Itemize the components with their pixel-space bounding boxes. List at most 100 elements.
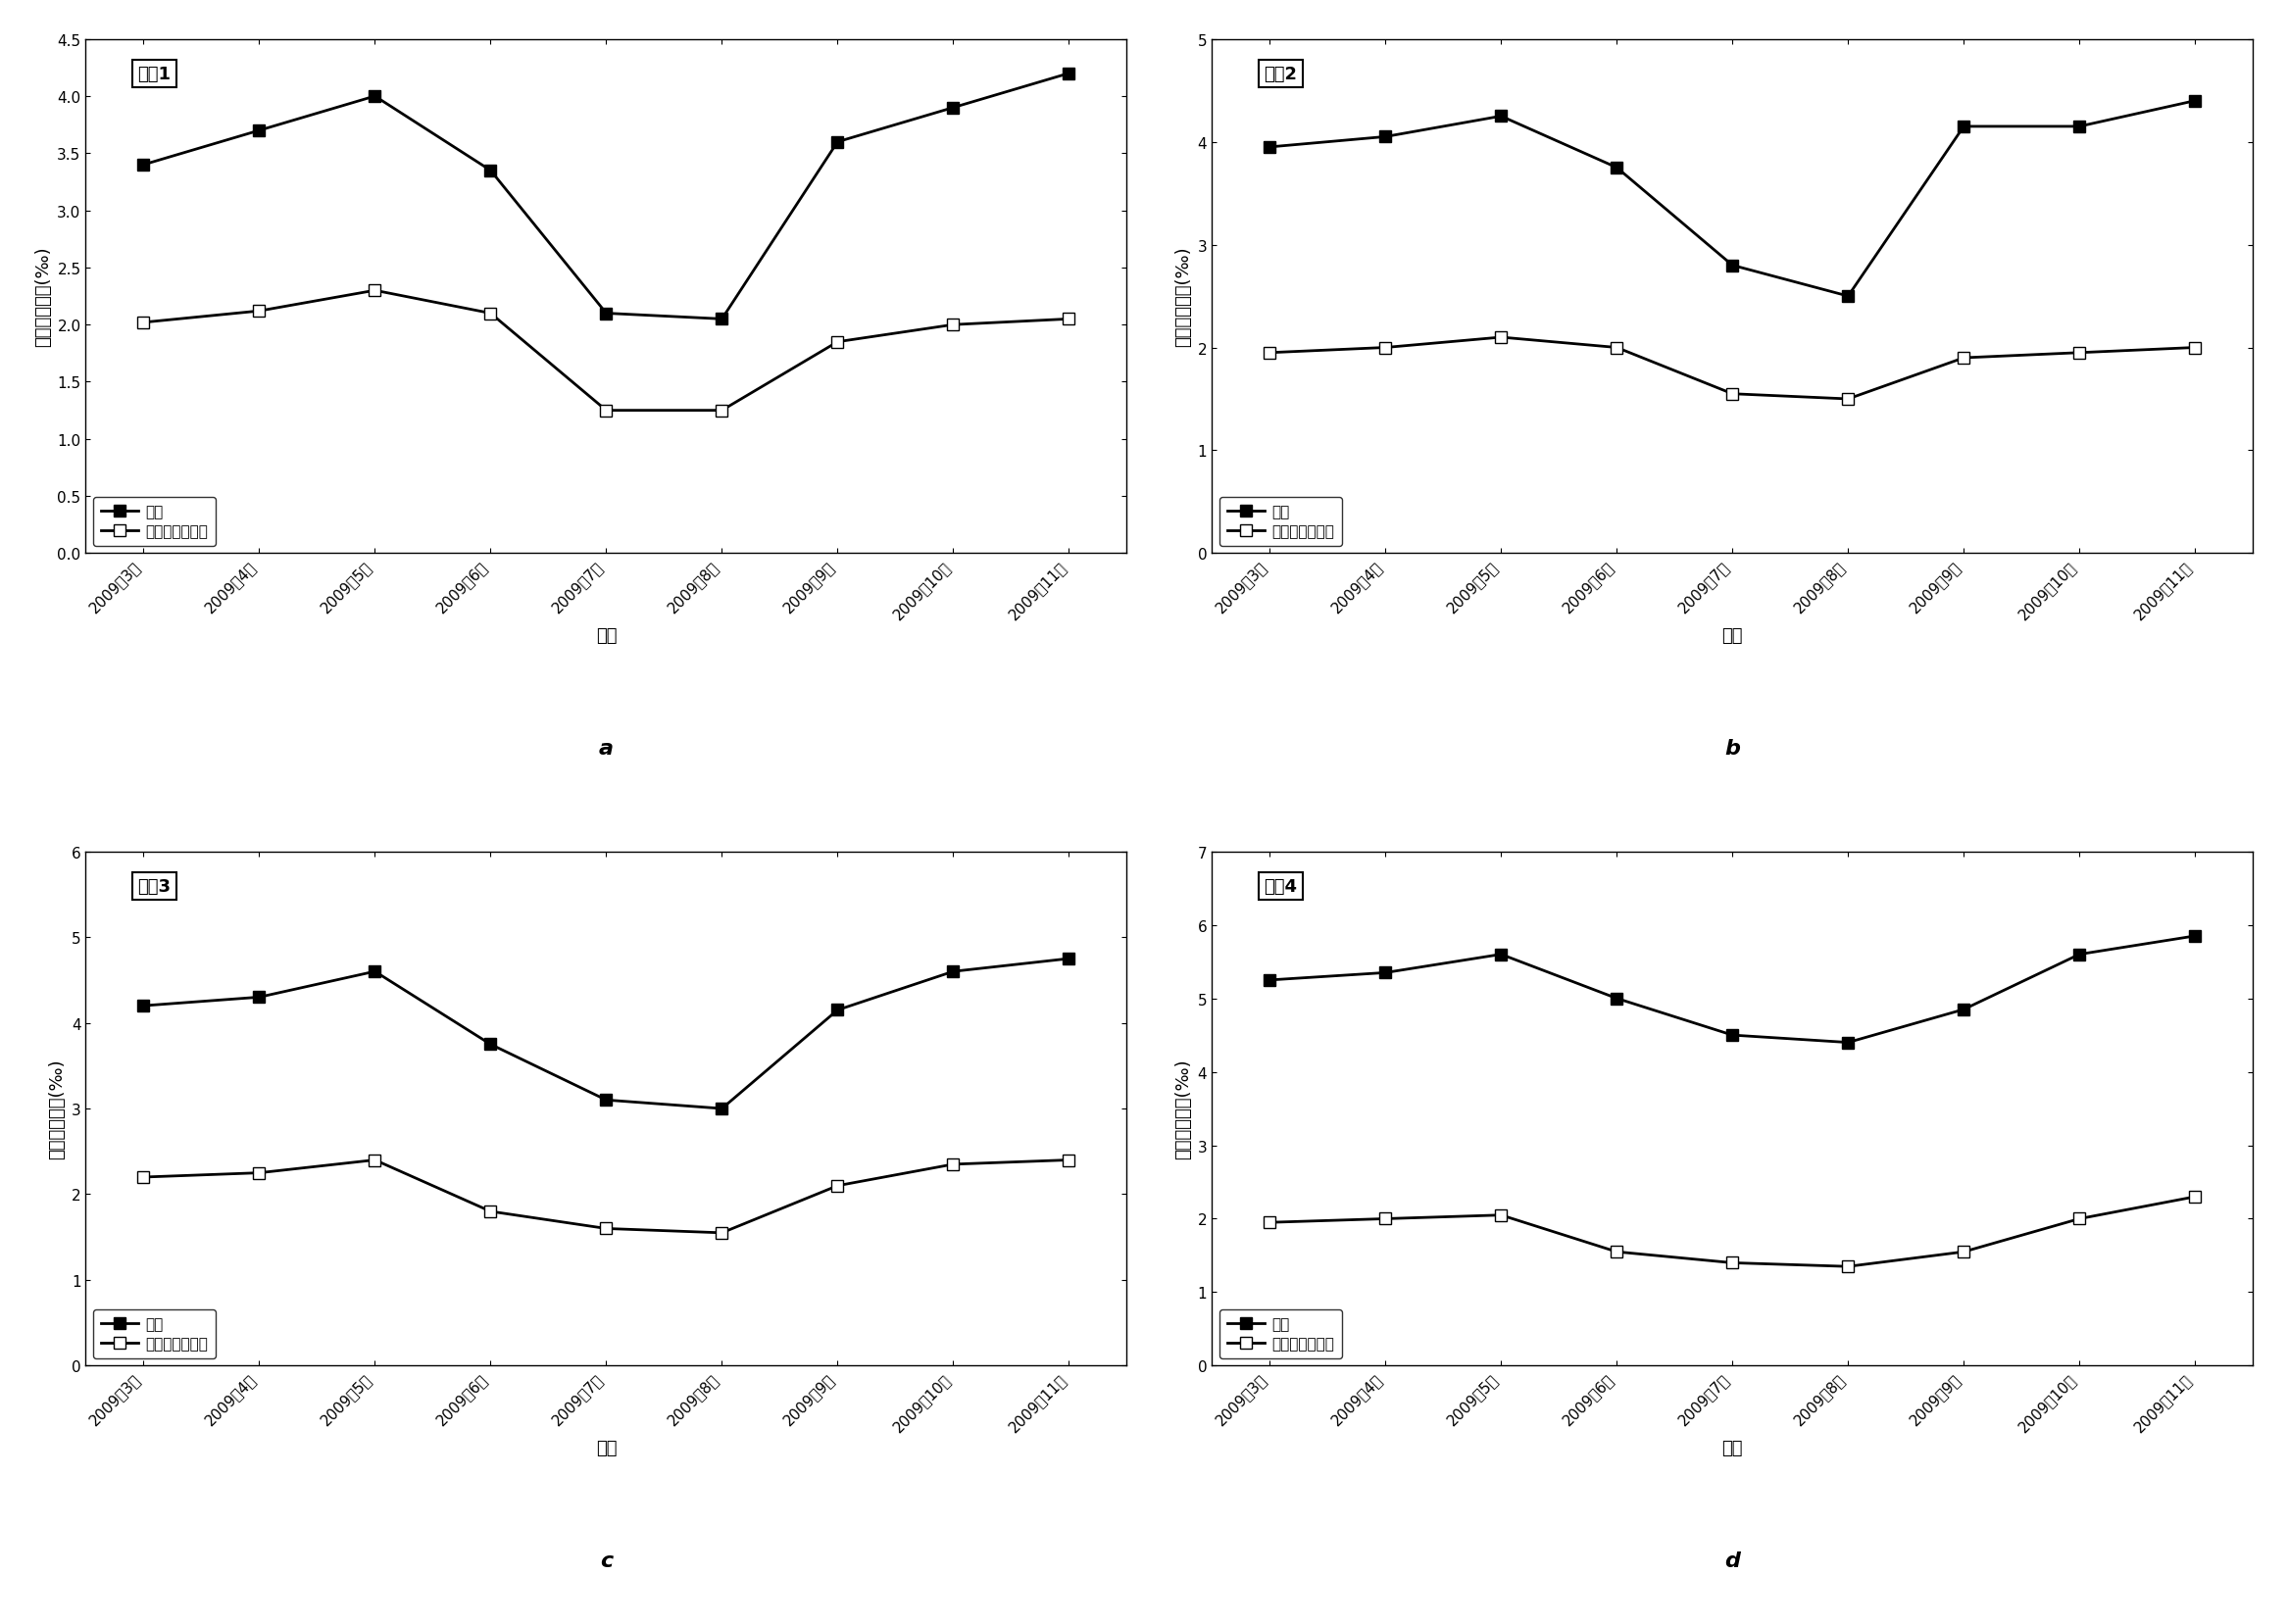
Text: 重复4: 重复4 bbox=[1265, 877, 1297, 895]
对照 bbox=[130, 996, 158, 1015]
对照 bbox=[1487, 107, 1514, 127]
对照 bbox=[592, 304, 620, 323]
对照 bbox=[1603, 159, 1631, 179]
利用本发明技术 bbox=[1720, 385, 1747, 404]
利用本发明技术 bbox=[592, 401, 620, 421]
Y-axis label: 土壤盐分含量(‰): 土壤盐分含量(‰) bbox=[1176, 1059, 1192, 1160]
Line: 对照: 对照 bbox=[137, 953, 1075, 1116]
对照 bbox=[245, 987, 272, 1007]
利用本发明技术 bbox=[1487, 1205, 1514, 1224]
对照 bbox=[823, 133, 851, 153]
对照 bbox=[2065, 117, 2093, 136]
对照 bbox=[940, 961, 967, 981]
对照 bbox=[1603, 989, 1631, 1009]
X-axis label: 日期: 日期 bbox=[595, 627, 617, 645]
Text: c: c bbox=[599, 1551, 613, 1570]
利用本发明技术 bbox=[1256, 344, 1283, 364]
Legend: 对照, 利用本发明技术: 对照, 利用本发明技术 bbox=[1219, 497, 1342, 546]
Line: 利用本发明技术: 利用本发明技术 bbox=[1262, 1190, 2202, 1273]
利用本发明技术 bbox=[361, 281, 389, 300]
Text: b: b bbox=[1724, 739, 1740, 758]
Text: 重复1: 重复1 bbox=[137, 65, 172, 83]
对照 bbox=[476, 161, 503, 180]
利用本发明技术 bbox=[823, 333, 851, 352]
对照 bbox=[1054, 948, 1082, 968]
Text: d: d bbox=[1724, 1551, 1740, 1570]
对照 bbox=[1834, 1033, 1862, 1052]
利用本发明技术 bbox=[940, 1155, 967, 1174]
对照 bbox=[823, 1000, 851, 1020]
利用本发明技术 bbox=[130, 1168, 158, 1187]
Text: a: a bbox=[599, 739, 613, 758]
利用本发明技术 bbox=[476, 1202, 503, 1221]
Y-axis label: 土壤盐分含量(‰): 土壤盐分含量(‰) bbox=[48, 1059, 66, 1160]
Line: 利用本发明技术: 利用本发明技术 bbox=[137, 1155, 1075, 1239]
对照 bbox=[2065, 945, 2093, 965]
对照 bbox=[1951, 1000, 1978, 1020]
利用本发明技术 bbox=[1951, 349, 1978, 369]
对照 bbox=[1372, 963, 1400, 983]
Legend: 对照, 利用本发明技术: 对照, 利用本发明技术 bbox=[1219, 1309, 1342, 1358]
利用本发明技术 bbox=[1054, 1150, 1082, 1169]
对照 bbox=[1372, 128, 1400, 148]
对照 bbox=[245, 122, 272, 141]
利用本发明技术 bbox=[2065, 1210, 2093, 1229]
利用本发明技术 bbox=[823, 1176, 851, 1195]
Line: 利用本发明技术: 利用本发明技术 bbox=[137, 284, 1075, 417]
利用本发明技术 bbox=[1603, 1242, 1631, 1262]
X-axis label: 日期: 日期 bbox=[1722, 1439, 1743, 1457]
利用本发明技术 bbox=[709, 401, 736, 421]
Legend: 对照, 利用本发明技术: 对照, 利用本发明技术 bbox=[94, 1309, 215, 1358]
利用本发明技术 bbox=[2182, 1187, 2209, 1207]
对照 bbox=[1834, 287, 1862, 307]
对照 bbox=[709, 310, 736, 330]
Y-axis label: 土壤盐分含量(‰): 土壤盐分含量(‰) bbox=[34, 247, 53, 348]
Text: 重复2: 重复2 bbox=[1265, 65, 1297, 83]
利用本发明技术 bbox=[1256, 1213, 1283, 1233]
对照 bbox=[1054, 65, 1082, 84]
利用本发明技术 bbox=[476, 304, 503, 323]
对照 bbox=[1720, 1026, 1747, 1046]
对照 bbox=[2182, 93, 2209, 112]
对照 bbox=[361, 961, 389, 981]
利用本发明技术 bbox=[1834, 1257, 1862, 1276]
利用本发明技术 bbox=[709, 1223, 736, 1242]
Text: 重复3: 重复3 bbox=[137, 877, 172, 895]
利用本发明技术 bbox=[1603, 338, 1631, 357]
Y-axis label: 土壤盐分含量(‰): 土壤盐分含量(‰) bbox=[1176, 247, 1192, 348]
利用本发明技术 bbox=[1720, 1254, 1747, 1273]
利用本发明技术 bbox=[1054, 310, 1082, 330]
对照 bbox=[940, 99, 967, 119]
利用本发明技术 bbox=[940, 315, 967, 335]
利用本发明技术 bbox=[361, 1150, 389, 1169]
利用本发明技术 bbox=[1372, 338, 1400, 357]
利用本发明技术 bbox=[245, 1163, 272, 1182]
对照 bbox=[1256, 971, 1283, 991]
利用本发明技术 bbox=[1951, 1242, 1978, 1262]
Line: 利用本发明技术: 利用本发明技术 bbox=[1262, 331, 2202, 406]
对照 bbox=[709, 1099, 736, 1119]
对照 bbox=[1487, 945, 1514, 965]
X-axis label: 日期: 日期 bbox=[1722, 627, 1743, 645]
对照 bbox=[1951, 117, 1978, 136]
利用本发明技术 bbox=[130, 313, 158, 333]
利用本发明技术 bbox=[2065, 344, 2093, 364]
对照 bbox=[1720, 257, 1747, 276]
利用本发明技术 bbox=[245, 302, 272, 322]
Line: 对照: 对照 bbox=[137, 68, 1075, 326]
对照 bbox=[1256, 138, 1283, 158]
利用本发明技术 bbox=[1487, 328, 1514, 348]
对照 bbox=[2182, 927, 2209, 947]
X-axis label: 日期: 日期 bbox=[595, 1439, 617, 1457]
对照 bbox=[130, 156, 158, 175]
对照 bbox=[361, 88, 389, 107]
Line: 对照: 对照 bbox=[1262, 931, 2202, 1049]
利用本发明技术 bbox=[2182, 338, 2209, 357]
对照 bbox=[592, 1091, 620, 1111]
Line: 对照: 对照 bbox=[1262, 96, 2202, 304]
利用本发明技术 bbox=[1372, 1210, 1400, 1229]
Legend: 对照, 利用本发明技术: 对照, 利用本发明技术 bbox=[94, 497, 215, 546]
对照 bbox=[476, 1034, 503, 1054]
利用本发明技术 bbox=[592, 1220, 620, 1239]
利用本发明技术 bbox=[1834, 390, 1862, 409]
